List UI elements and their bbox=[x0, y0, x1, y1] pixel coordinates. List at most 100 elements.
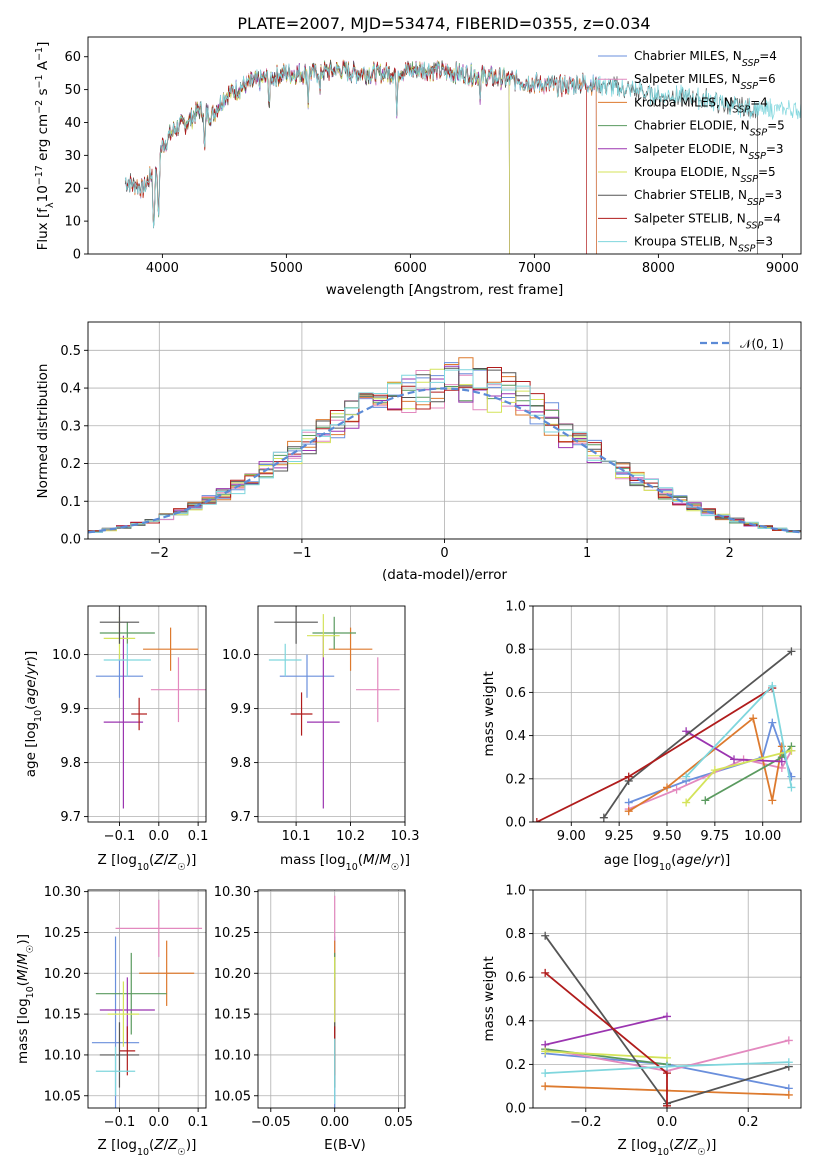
plot-area-resid bbox=[88, 322, 801, 539]
y-tick-label: 60 bbox=[64, 50, 81, 65]
weight-marker bbox=[730, 755, 738, 764]
x-tick-label: 9.50 bbox=[653, 829, 682, 844]
plot-area-mass-vs-EBV bbox=[258, 890, 405, 1108]
weight-marker bbox=[663, 1062, 671, 1071]
histogram-step bbox=[88, 367, 801, 532]
y-tick-label: 0.8 bbox=[505, 643, 526, 658]
axes-frame bbox=[257, 889, 406, 1109]
weight-marker bbox=[768, 796, 777, 805]
x-tick-label: 0 bbox=[440, 546, 448, 561]
y-tick-label: 0.0 bbox=[60, 533, 81, 548]
plot-area-age-vs-Z bbox=[88, 606, 206, 822]
weight-marker bbox=[663, 783, 671, 792]
weight-marker bbox=[768, 681, 777, 690]
y-tick-label: 0.5 bbox=[60, 344, 81, 359]
x-tick-label: 9.00 bbox=[557, 829, 586, 844]
weight-line bbox=[685, 684, 793, 788]
y-tick-label: 0.4 bbox=[505, 1014, 526, 1029]
axes-frame bbox=[87, 36, 802, 255]
x-tick-label: 9.75 bbox=[700, 829, 729, 844]
axes-frame bbox=[532, 889, 802, 1109]
legend-entry: Kroupa MILES, NSSP=4 bbox=[634, 95, 768, 115]
y-tick-label: 50 bbox=[64, 83, 81, 98]
spectrum-line bbox=[150, 61, 510, 254]
spectrum-line bbox=[124, 60, 758, 254]
spectrum-line bbox=[124, 59, 597, 254]
x-axis-label: E(B-V) bbox=[324, 1137, 366, 1153]
legend-entry: Chabrier STELIB, NSSP=3 bbox=[634, 188, 782, 208]
x-axis-label: (data-model)/error bbox=[382, 567, 508, 583]
weight-marker bbox=[682, 727, 691, 736]
y-tick-label: 10.25 bbox=[44, 926, 81, 941]
y-tick-label: 0.0 bbox=[505, 816, 526, 831]
weight-line bbox=[536, 687, 773, 822]
x-axis-label: mass [log10(M/M☉)] bbox=[280, 852, 410, 873]
plot-area-mass-vs-Z bbox=[88, 890, 206, 1108]
weight-marker bbox=[624, 807, 633, 816]
weight-marker bbox=[787, 783, 796, 792]
panel-mass-vs-Z: −0.1 0.0 0.1 10.05 10.10 10.15 10.20 10.25 10.30… bbox=[15, 885, 208, 1157]
x-tick-label: 0.0 bbox=[148, 1115, 169, 1130]
x-tick-label: 0.2 bbox=[738, 1115, 759, 1130]
y-tick-label: 40 bbox=[64, 116, 81, 131]
y-tick-label: 0.4 bbox=[60, 382, 81, 397]
y-tick-label: 0.1 bbox=[60, 495, 81, 510]
y-tick-label: 0.2 bbox=[505, 1058, 526, 1073]
histogram-step bbox=[88, 367, 801, 532]
y-tick-label: 9.9 bbox=[60, 702, 81, 717]
y-tick-label: 10.20 bbox=[214, 967, 251, 982]
y-tick-label: 10.0 bbox=[52, 648, 81, 663]
x-tick-label: 4000 bbox=[146, 261, 179, 276]
x-tick-label: 0.0 bbox=[148, 829, 169, 844]
legend-entry: Kroupa ELODIE, NSSP=5 bbox=[634, 165, 776, 185]
y-axis-label: Normed distribution bbox=[35, 364, 51, 499]
panel-mass-weight-vs-Z: −0.2 0.0 0.2 0.0 0.2 0.4 0.6 0.8 1.0 Z [log10(Z/Z… bbox=[481, 884, 802, 1158]
axes-frame bbox=[87, 889, 207, 1109]
x-tick-label: −0.1 bbox=[104, 1115, 136, 1130]
y-tick-label: 9.7 bbox=[60, 810, 81, 825]
x-tick-label: 1 bbox=[583, 546, 591, 561]
y-tick-label: 1.0 bbox=[505, 884, 526, 899]
weight-marker bbox=[784, 1058, 793, 1067]
x-tick-label: 6000 bbox=[394, 261, 427, 276]
weight-marker bbox=[777, 757, 786, 766]
weight-line bbox=[544, 1015, 668, 1046]
y-tick-label: 0.2 bbox=[60, 457, 81, 472]
weight-marker bbox=[682, 798, 691, 807]
y-tick-label: 10.30 bbox=[214, 885, 251, 900]
y-axis-label: age [log10(age/yr)] bbox=[23, 651, 44, 777]
plot-area-mass-weight-vs-Z bbox=[533, 890, 801, 1108]
spectrum-line bbox=[150, 60, 510, 254]
weight-marker bbox=[787, 647, 796, 656]
weight-marker bbox=[784, 1036, 793, 1045]
y-tick-label: 10.15 bbox=[214, 1008, 251, 1023]
spectrum-line bbox=[124, 60, 587, 254]
x-tick-label: 9.25 bbox=[605, 829, 634, 844]
spectrum-line bbox=[124, 61, 801, 229]
y-tick-label: 10.30 bbox=[44, 885, 81, 900]
weight-marker bbox=[541, 1047, 550, 1056]
y-tick-label: 0.2 bbox=[505, 772, 526, 787]
y-tick-label: 0.3 bbox=[60, 419, 81, 434]
y-tick-label: 0.6 bbox=[505, 686, 526, 701]
weight-marker bbox=[663, 1012, 671, 1021]
axes-frame bbox=[257, 605, 406, 823]
legend-entry: Salpeter STELIB, NSSP=4 bbox=[634, 211, 781, 231]
plot-area-spectrum bbox=[124, 59, 801, 254]
y-axis-label: mass weight bbox=[481, 671, 497, 756]
plot-area-age-vs-mass bbox=[258, 606, 405, 822]
y-tick-label: 10.05 bbox=[214, 1089, 251, 1104]
x-tick-label: −0.05 bbox=[251, 1115, 291, 1130]
x-axis-label: wavelength [Angstrom, rest frame] bbox=[326, 282, 564, 298]
x-axis-label: Z [log10(Z/Z☉)] bbox=[98, 852, 197, 873]
x-tick-label: 0.00 bbox=[320, 1115, 349, 1130]
y-tick-label: 10.10 bbox=[44, 1048, 81, 1063]
x-tick-label: 10.1 bbox=[282, 829, 311, 844]
x-tick-label: 10.2 bbox=[336, 829, 365, 844]
weight-marker bbox=[701, 796, 710, 805]
spectrum-line bbox=[150, 60, 510, 254]
y-tick-label: 30 bbox=[64, 149, 81, 164]
legend-entry: Chabrier ELODIE, NSSP=5 bbox=[634, 119, 785, 139]
